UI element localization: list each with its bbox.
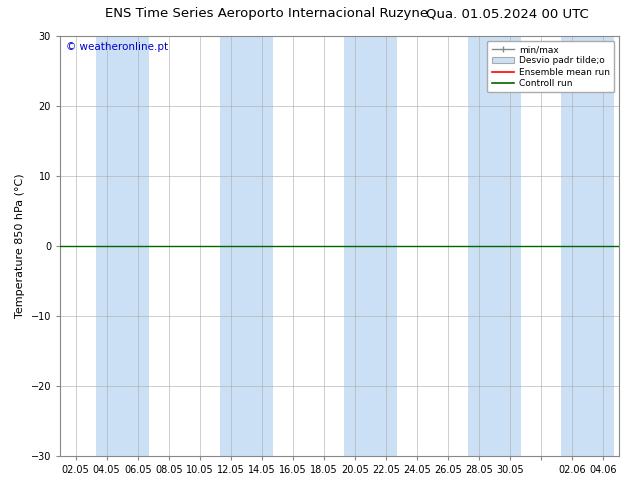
Legend: min/max, Desvio padr tilde;o, Ensemble mean run, Controll run: min/max, Desvio padr tilde;o, Ensemble m… <box>488 41 614 93</box>
Text: © weatheronline.pt: © weatheronline.pt <box>66 43 168 52</box>
Bar <box>220 36 273 456</box>
Bar <box>469 36 521 456</box>
Bar <box>562 36 614 456</box>
Y-axis label: Temperature 850 hPa (°C): Temperature 850 hPa (°C) <box>15 174 25 318</box>
Bar <box>96 36 148 456</box>
Text: ENS Time Series Aeroporto Internacional Ruzyne: ENS Time Series Aeroporto Internacional … <box>105 7 428 21</box>
Bar <box>344 36 397 456</box>
Text: Qua. 01.05.2024 00 UTC: Qua. 01.05.2024 00 UTC <box>426 7 588 21</box>
